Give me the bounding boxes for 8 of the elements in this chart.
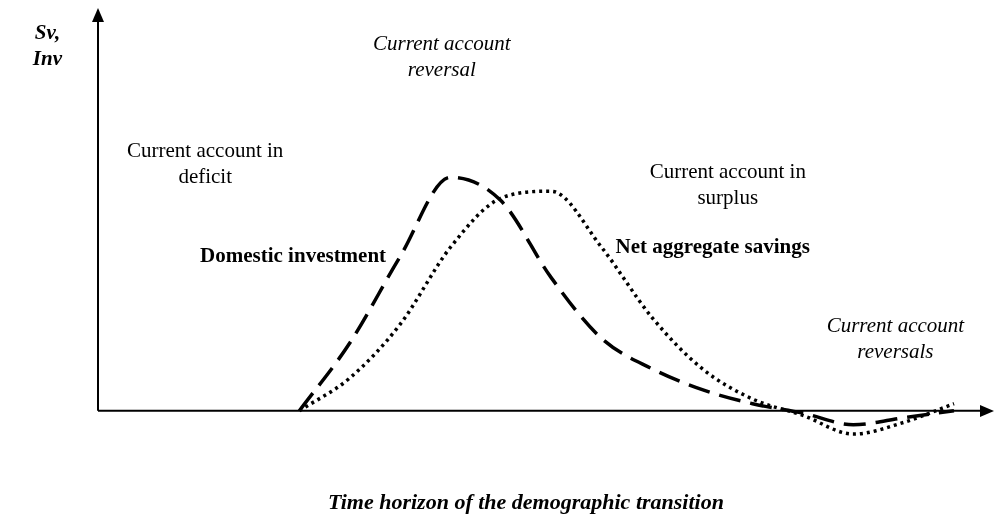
text: Current account reversal	[373, 30, 512, 81]
annotation: Current account in deficit	[127, 138, 284, 189]
text: Sv, Inv	[31, 20, 63, 71]
series-label: Domestic investment	[200, 243, 387, 268]
annotation: Current account reversals	[826, 312, 966, 363]
series-label: Net aggregate savings	[615, 233, 810, 258]
annotation: Current account in surplus	[649, 158, 807, 209]
x-axis-title: Time horizon of the demographic transition	[328, 489, 724, 515]
